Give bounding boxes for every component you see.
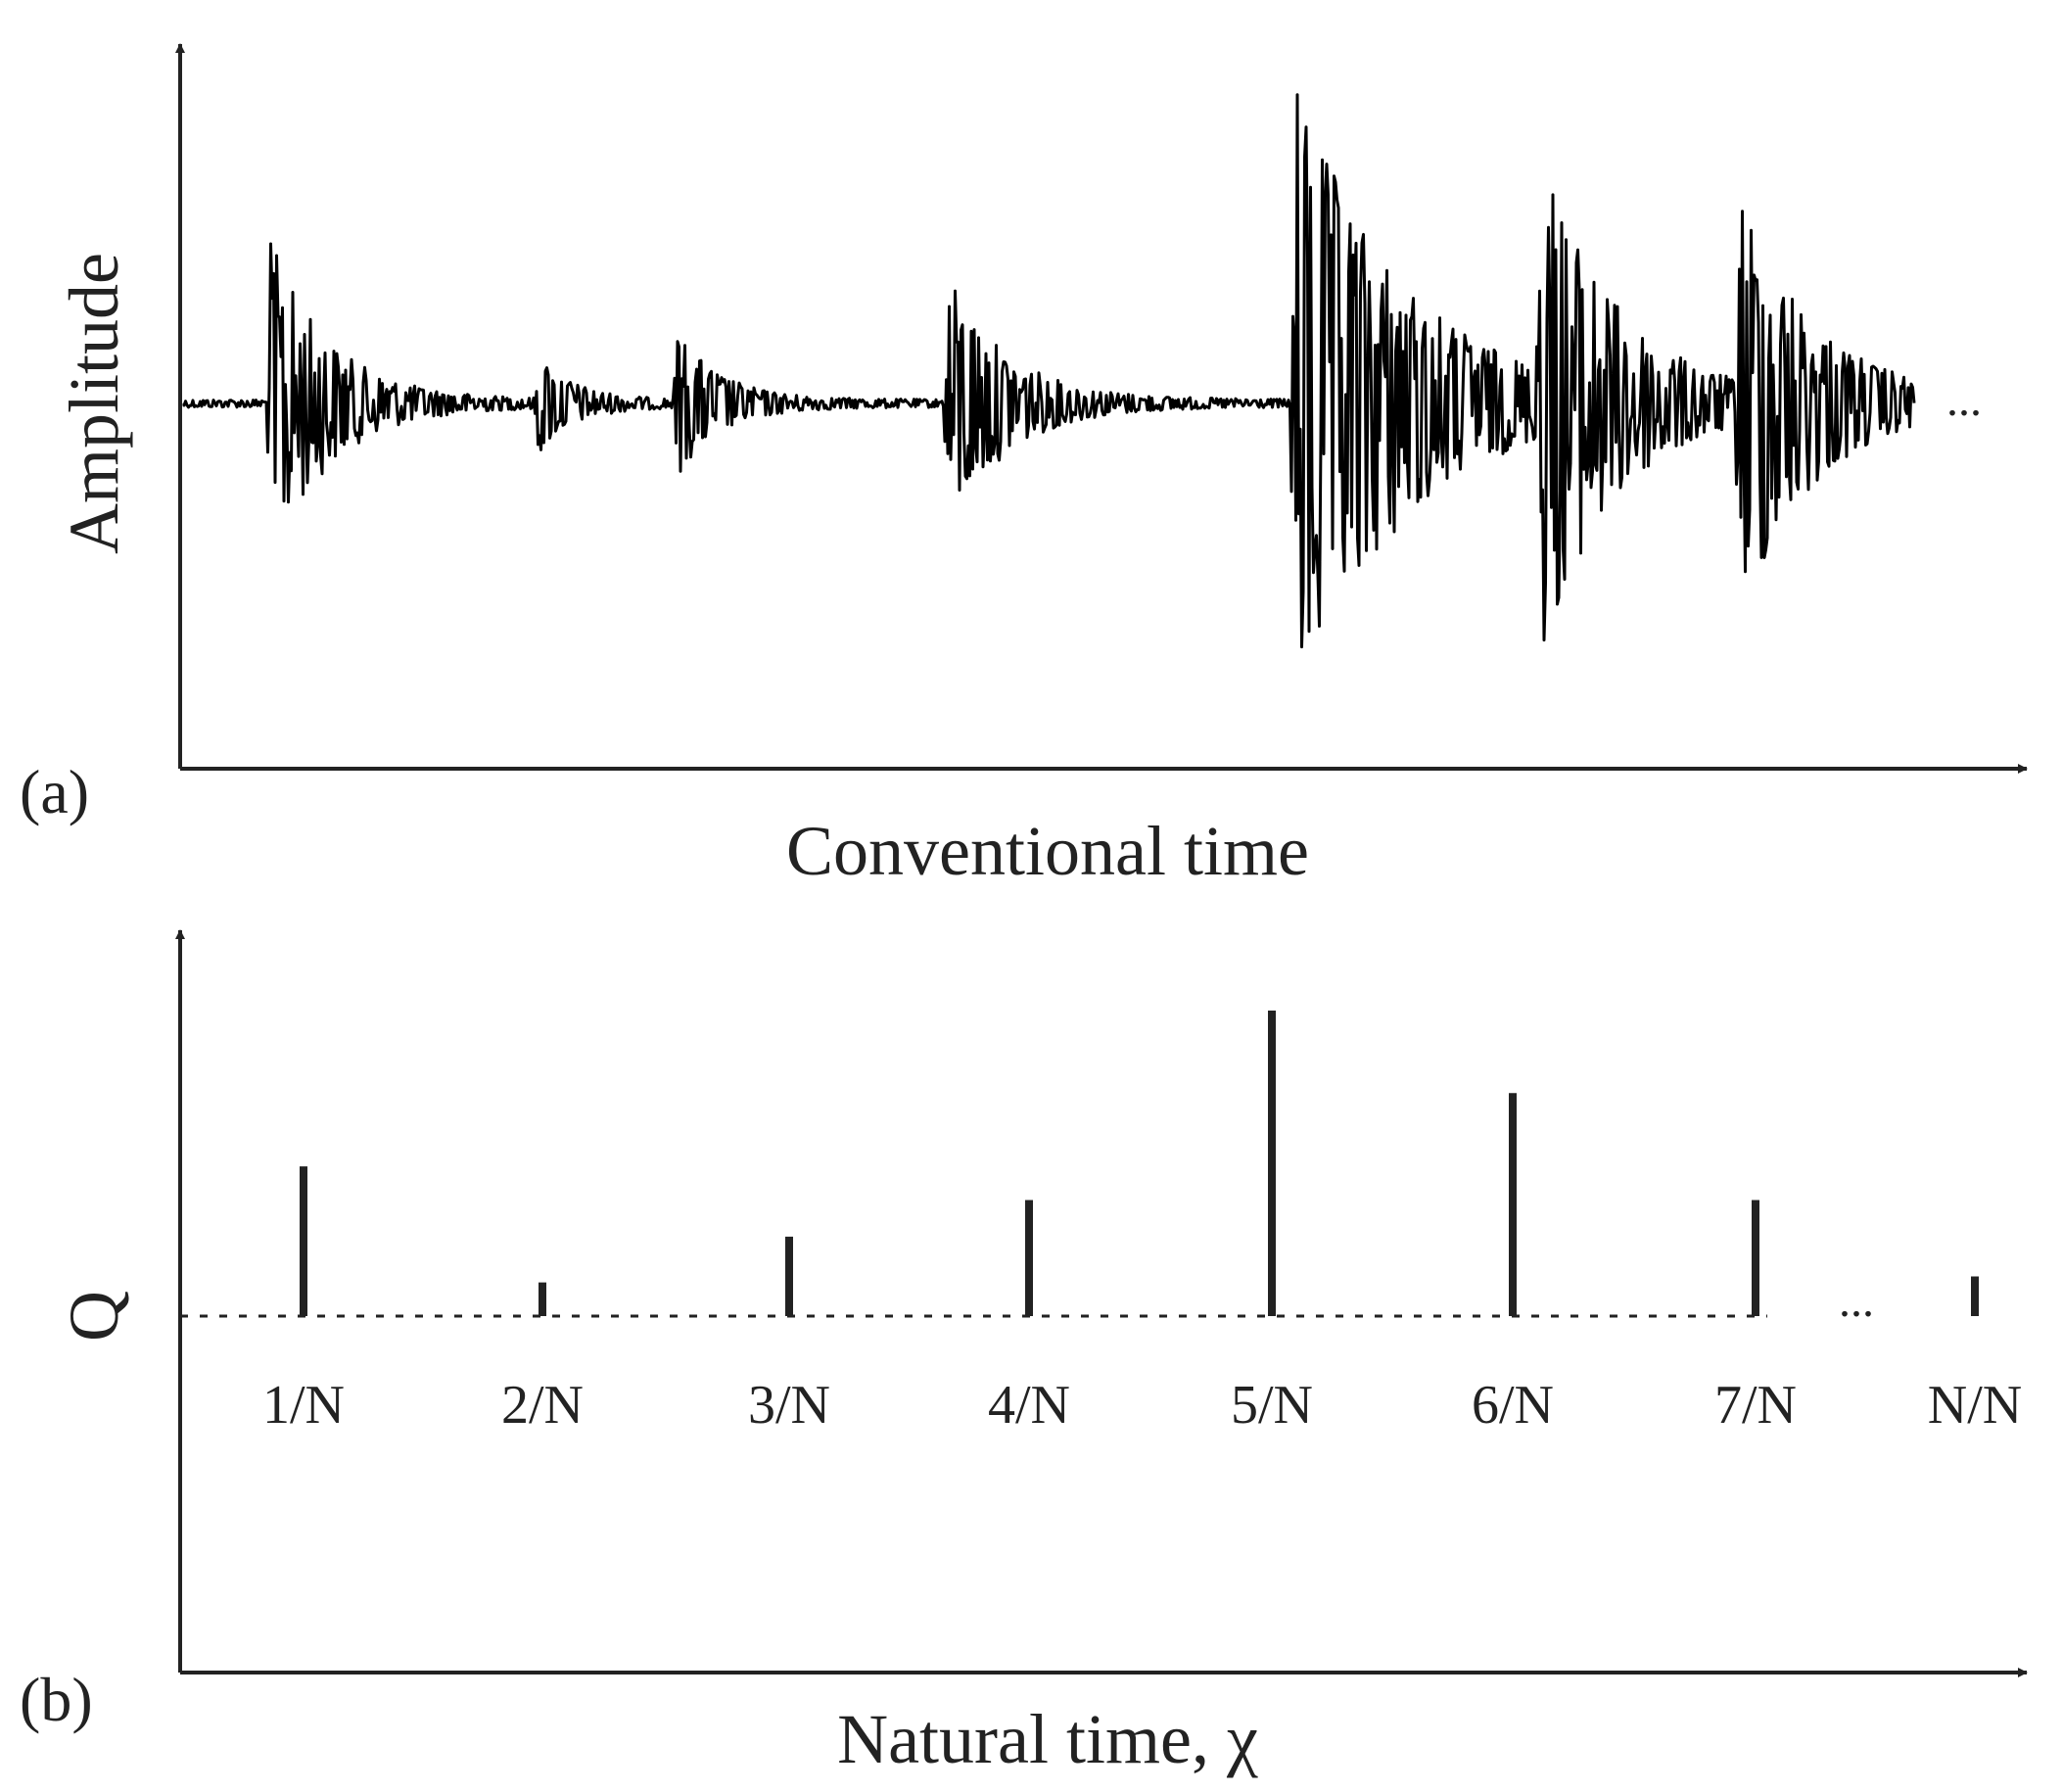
tick-label-1: 1/N xyxy=(262,1375,345,1436)
panel-b-label: (b) xyxy=(20,1665,93,1734)
panel-a: Amplitude Conventional time (a) ... xyxy=(20,43,2028,890)
tick-label-4: 4/N xyxy=(988,1375,1070,1436)
tick-label-3: 3/N xyxy=(748,1375,830,1436)
tick-label-7: 7/N xyxy=(1714,1375,1797,1436)
panel-b-stems: 1/N 2/N 3/N 4/N 5/N 6/N 7/N N/N xyxy=(262,1011,2022,1436)
panel-a-waveform xyxy=(182,93,1916,649)
tick-label-6: 6/N xyxy=(1472,1375,1554,1436)
tick-label-5: 5/N xyxy=(1231,1375,1313,1436)
panel-b-xlabel: Natural time, χ xyxy=(837,1700,1258,1778)
panel-a-label: (a) xyxy=(20,757,89,826)
tick-label-2: 2/N xyxy=(501,1375,584,1436)
panel-a-continuation: ... xyxy=(1946,374,1982,426)
panel-b-ylabel: Q xyxy=(55,1291,133,1342)
panel-b: Q Natural time, χ (b) ... 1/N 2/N 3/N 4/N 5/… xyxy=(20,929,2028,1778)
panel-a-xlabel: Conventional time xyxy=(786,812,1309,890)
tick-label-8: N/N xyxy=(1928,1375,2022,1436)
panel-b-ellipsis: ... xyxy=(1839,1275,1874,1327)
panel-a-ylabel: Amplitude xyxy=(55,253,133,554)
